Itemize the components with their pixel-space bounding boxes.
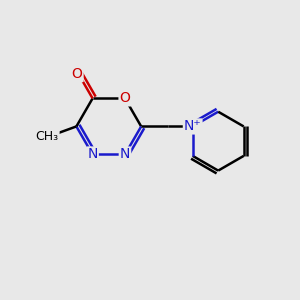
Text: CH₃: CH₃ [35,130,58,143]
Text: O: O [119,92,130,105]
Text: O: O [72,67,83,81]
Text: N: N [87,148,98,161]
Text: N: N [120,148,130,161]
Text: N⁺: N⁺ [184,119,202,134]
